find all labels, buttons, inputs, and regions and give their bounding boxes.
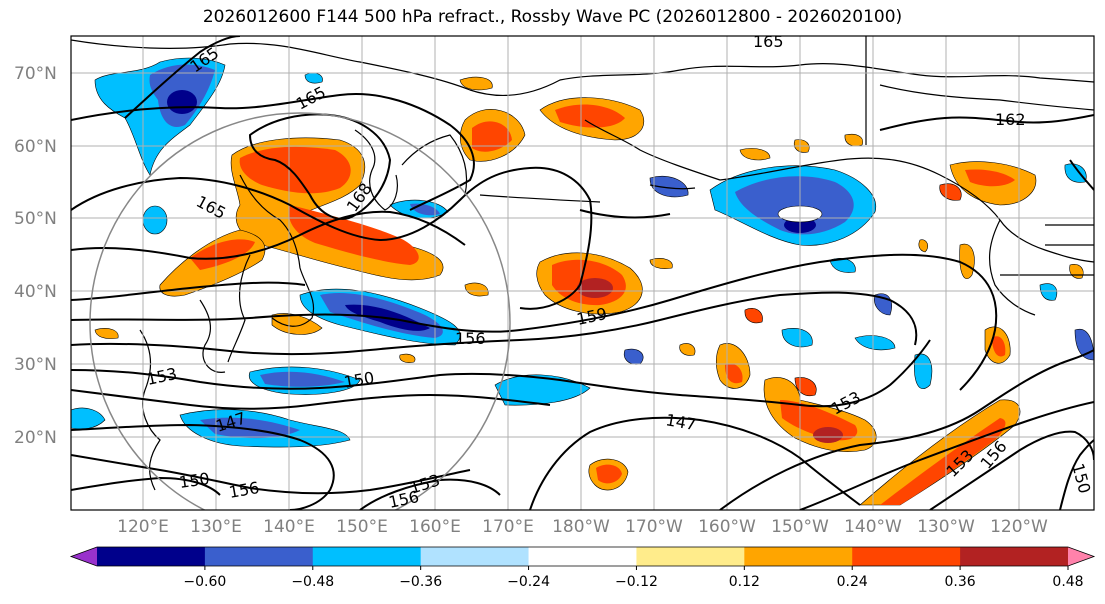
lon-label: 140°W [844, 517, 902, 537]
colorbar-segment [960, 547, 1069, 566]
lat-label: 20°N [14, 428, 57, 448]
colorbar-outline [69, 546, 1096, 567]
colorbar-segment [528, 547, 637, 566]
colorbar-segment [744, 547, 853, 566]
height-contours [71, 36, 1094, 510]
map-frame [70, 35, 1095, 511]
lon-label: 170°E [482, 517, 534, 537]
contour-label: 165 [753, 32, 784, 51]
coastlines [71, 36, 1094, 491]
lon-label: 120°E [117, 517, 169, 537]
map-content: 165 165 165 168 162 165 159 156 153 150 … [71, 32, 1094, 512]
colorbar-tick-label: −0.36 [399, 574, 442, 590]
colorbar-segment [97, 547, 206, 566]
colorbar-segment [204, 547, 314, 566]
lat-label: 50°N [14, 209, 57, 229]
colorbar-tick-label: −0.12 [615, 574, 658, 590]
colorbar: −0.60 −0.48 −0.36 −0.24 −0.12 0.12 0.24 0.36 0.4… [69, 546, 1096, 590]
figure-title: 2026012600 F144 500 hPa refract., Rossby… [202, 7, 903, 27]
longitude-labels: 120°E 130°E 140°E 150°E 160°E 170°E 180°… [117, 517, 1048, 537]
lon-label: 130°E [190, 517, 242, 537]
contour-label: 156 [455, 329, 486, 348]
colorbar-tick-label: 0.24 [837, 574, 868, 590]
lat-label: 30°N [14, 355, 57, 375]
lon-label: 160°W [698, 517, 756, 537]
colorbar-segment [312, 547, 422, 566]
contour-label: 162 [995, 110, 1026, 129]
colorbar-segment [636, 547, 745, 566]
colorbar-tick-label: −0.60 [183, 574, 226, 590]
lat-label: 60°N [14, 137, 57, 157]
lon-label: 180°W [552, 517, 610, 537]
colorbar-tick-label: −0.24 [507, 574, 550, 590]
colorbar-tick-label: −0.48 [291, 574, 334, 590]
lon-label: 150°W [771, 517, 829, 537]
lat-label: 40°N [14, 282, 57, 302]
colorbar-tick-label: 0.48 [1052, 574, 1083, 590]
colorbar-segment [852, 547, 961, 566]
contour-label: 156 [387, 487, 421, 512]
lon-label: 160°E [409, 517, 461, 537]
colorbar-extend-high [1068, 547, 1094, 566]
contour-label: 150 [178, 469, 211, 492]
lat-label: 70°N [14, 64, 57, 84]
colorbar-tick-label: 0.12 [729, 574, 760, 590]
colorbar-tick-label: 0.36 [945, 574, 976, 590]
latitude-labels: 70°N 60°N 50°N 40°N 30°N 20°N [14, 64, 57, 448]
lon-label: 170°W [625, 517, 683, 537]
lon-label: 150°E [336, 517, 388, 537]
lon-label: 140°E [263, 517, 315, 537]
projection-circle [89, 112, 511, 510]
positive-anomaly-fills [94, 76, 1084, 506]
lon-label: 130°W [917, 517, 975, 537]
colorbar-segment [420, 547, 530, 566]
lon-label: 120°W [990, 517, 1048, 537]
